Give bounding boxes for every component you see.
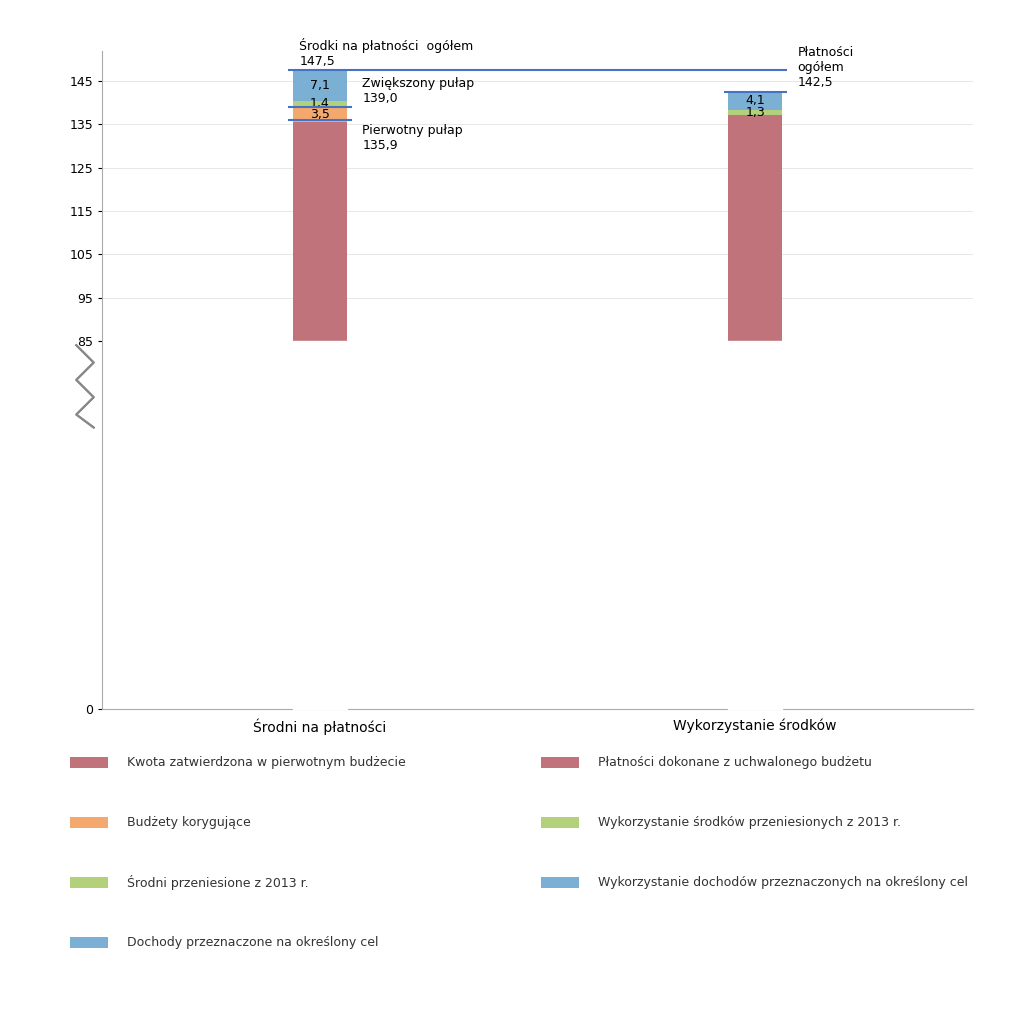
Bar [728,115,782,709]
Bar [70,757,108,768]
Bar [293,70,347,101]
Text: Dochody przeznaczone na określony cel: Dochody przeznaczone na określony cel [127,936,378,949]
Text: 1,3: 1,3 [745,106,765,119]
Bar [293,101,347,107]
Bar [728,92,782,109]
Text: Płatności dokonane z uchwalonego budżetu: Płatności dokonane z uchwalonego budżetu [598,756,871,769]
Bar [728,109,782,115]
Text: 137,1: 137,1 [735,405,775,419]
Text: Budżety korygujące: Budżety korygujące [127,815,250,829]
Text: Środki na płatności  ogółem
147,5: Środki na płatności ogółem 147,5 [299,37,473,68]
Bar [293,107,347,123]
Text: Wykorzystanie środków przeniesionych z 2013 r.: Wykorzystanie środków przeniesionych z 2… [598,815,900,829]
Text: Kwota zatwierdzona w pierwotnym budżecie: Kwota zatwierdzona w pierwotnym budżecie [127,756,406,769]
Bar [70,816,108,828]
Text: Wykorzystanie dochodów przeznaczonych na określony cel: Wykorzystanie dochodów przeznaczonych na… [598,876,968,889]
Text: 7,1: 7,1 [310,79,330,92]
Text: Płatności
ogółem
142,5: Płatności ogółem 142,5 [798,46,854,89]
Bar [70,877,108,888]
Bar [293,123,347,709]
Text: Pierwotny pułap
135,9: Pierwotny pułap 135,9 [362,125,463,152]
Text: Zwiększony pułap
139,0: Zwiększony pułap 139,0 [362,77,474,104]
Text: 1,4: 1,4 [310,97,330,110]
Bar [541,816,579,828]
Text: 4,1: 4,1 [745,94,765,107]
Bar [541,877,579,888]
Text: 135,5: 135,5 [300,408,340,422]
Bar [541,757,579,768]
Text: Środni przeniesione z 2013 r.: Środni przeniesione z 2013 r. [127,875,308,890]
Text: 3,5: 3,5 [310,108,330,121]
Bar [70,937,108,948]
